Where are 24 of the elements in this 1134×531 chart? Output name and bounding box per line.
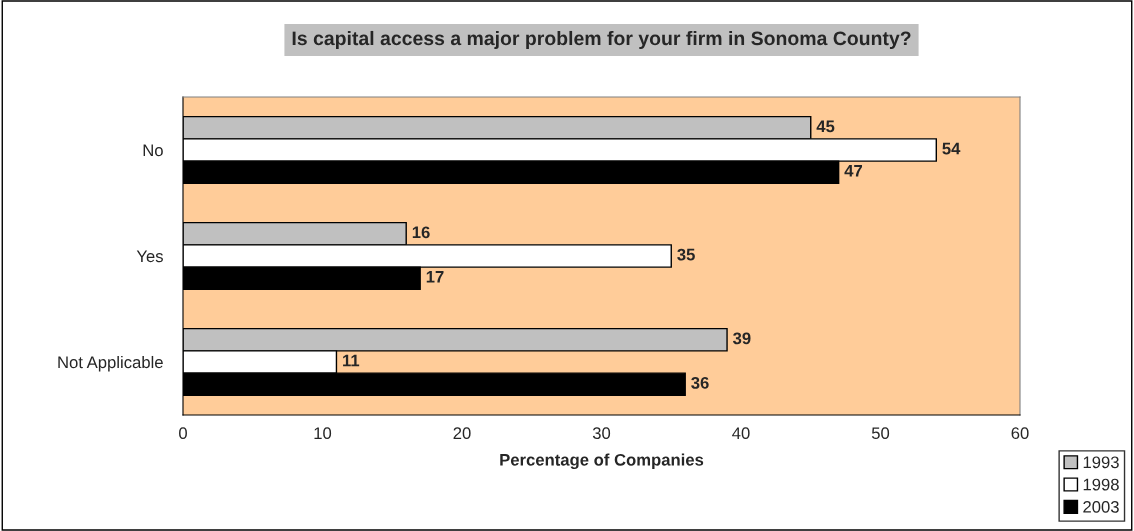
chart-title: Is capital access a major problem for your firm in Sonoma County? [292, 30, 911, 50]
x-tick-label: 0 [179, 427, 187, 440]
data-label: 36 [691, 376, 709, 389]
x-tick-label: 10 [314, 427, 332, 440]
data-label: 17 [426, 271, 444, 283]
data-label: 47 [844, 165, 863, 177]
legend-label: 1993 [1083, 456, 1119, 469]
data-label: 45 [816, 120, 835, 133]
x-tick-label: 60 [1011, 427, 1029, 440]
x-axis-title: Percentage of Companies [500, 453, 704, 470]
data-label: 54 [942, 142, 961, 155]
x-tick-label: 30 [592, 427, 611, 440]
legend-label: 1998 [1083, 478, 1119, 491]
data-label: 11 [343, 354, 360, 367]
y-tick-label: No [143, 144, 163, 157]
legend-label: 2003 [1083, 500, 1119, 513]
x-tick-label: 50 [871, 427, 890, 440]
data-label: 35 [677, 248, 695, 261]
data-label: 39 [732, 332, 751, 345]
x-tick-label: 20 [453, 427, 471, 440]
data-label: 16 [412, 226, 430, 239]
x-tick-label: 40 [732, 427, 750, 440]
y-tick-label: Yes [136, 250, 163, 263]
y-tick-label: Not Applicable [58, 355, 163, 372]
